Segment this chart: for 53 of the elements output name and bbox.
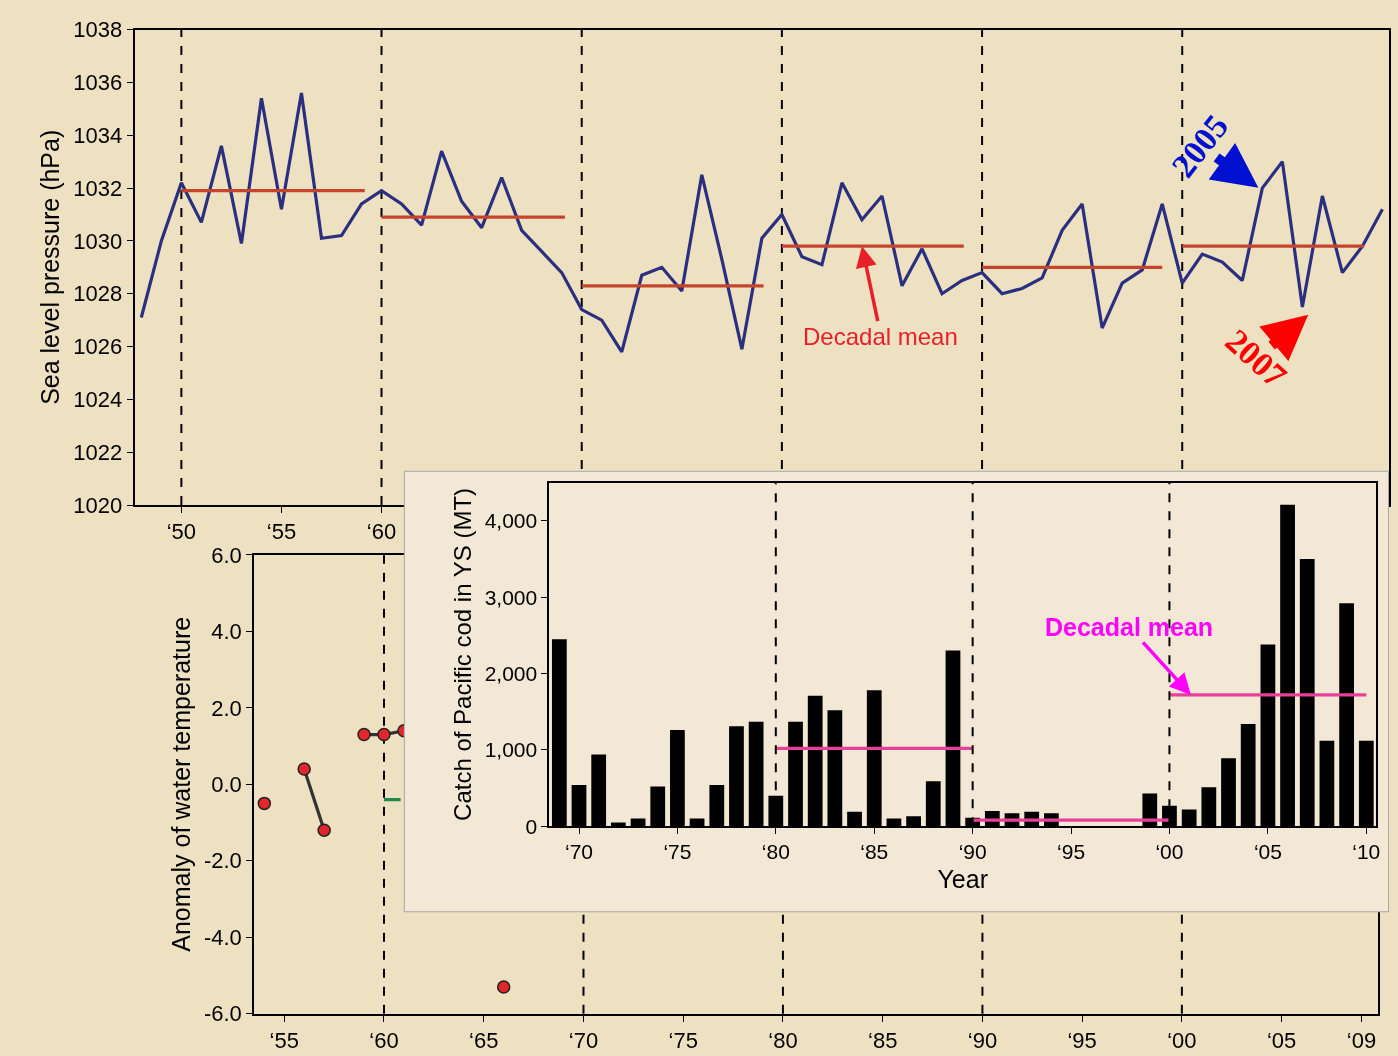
y-tick-label: 4.0 bbox=[211, 619, 242, 645]
x-tick-label: ‘70 bbox=[568, 1028, 599, 1054]
y-tick-label: 1032 bbox=[73, 175, 123, 201]
y-tick-label: 2,000 bbox=[484, 661, 538, 685]
y-tick-label: 1034 bbox=[73, 122, 123, 148]
y-axis-title: Catch of Pacific cod in YS (MT) bbox=[449, 487, 477, 821]
y-axis-title: Sea level pressure (hPa) bbox=[36, 129, 65, 405]
y-tick-label: 4,000 bbox=[484, 509, 538, 533]
x-tick-label: ‘90 bbox=[958, 840, 987, 864]
x-tick-label: ‘55 bbox=[266, 519, 297, 545]
y-tick-label: 2.0 bbox=[211, 695, 242, 721]
x-tick-label: ‘55 bbox=[269, 1028, 299, 1054]
x-tick-label: ‘05 bbox=[1253, 840, 1282, 864]
y-axis-title: Anomaly of water temperature bbox=[167, 616, 196, 952]
y-tick-label: 1026 bbox=[73, 334, 123, 360]
x-tick-label: ‘65 bbox=[469, 1028, 499, 1054]
x-axis-title: Year bbox=[937, 864, 988, 893]
y-tick-label: 1036 bbox=[73, 70, 123, 96]
y-tick-label: 1020 bbox=[73, 492, 123, 518]
y-tick-label: 1030 bbox=[73, 228, 123, 254]
x-tick-label: ‘00 bbox=[1155, 840, 1184, 864]
y-tick-label: 1024 bbox=[73, 387, 123, 413]
x-tick-label: ‘80 bbox=[761, 840, 790, 864]
x-tick-label: ‘60 bbox=[366, 519, 397, 545]
y-tick-label: 6.0 bbox=[211, 542, 242, 568]
y-tick-label: 1038 bbox=[73, 17, 123, 43]
y-tick-label: 1022 bbox=[73, 439, 123, 465]
x-tick-label: ‘00 bbox=[1167, 1028, 1197, 1054]
x-tick-label: ‘09 bbox=[1346, 1028, 1377, 1054]
x-tick-label: ‘70 bbox=[564, 840, 594, 864]
x-tick-label: ‘75 bbox=[668, 1028, 698, 1054]
y-tick-label: 1,000 bbox=[484, 738, 538, 762]
y-tick-label: 1028 bbox=[73, 281, 123, 307]
x-tick-label: ‘95 bbox=[1067, 1028, 1097, 1054]
x-tick-label: ‘95 bbox=[1057, 840, 1086, 864]
x-tick-label: ‘85 bbox=[868, 1028, 898, 1054]
y-tick-label: 0 bbox=[525, 814, 538, 838]
x-tick-label: ‘60 bbox=[369, 1028, 399, 1054]
x-tick-label: ‘75 bbox=[663, 840, 692, 864]
y-tick-label: -4.0 bbox=[203, 924, 242, 950]
annotation: Decadal mean bbox=[803, 323, 958, 350]
y-tick-label: -6.0 bbox=[203, 1001, 242, 1027]
y-tick-label: 0.0 bbox=[211, 771, 242, 797]
x-tick-label: ‘90 bbox=[967, 1028, 998, 1054]
x-tick-label: ‘85 bbox=[860, 840, 889, 864]
annotation: Decadal mean bbox=[1045, 613, 1214, 641]
y-tick-label: -2.0 bbox=[203, 848, 242, 874]
x-tick-label: ‘80 bbox=[768, 1028, 798, 1054]
x-tick-label: ‘50 bbox=[166, 519, 197, 545]
x-tick-label: ‘05 bbox=[1266, 1028, 1297, 1054]
annotation: 2007 bbox=[1218, 321, 1294, 395]
y-tick-label: 3,000 bbox=[484, 585, 538, 609]
x-tick-label: ‘10 bbox=[1352, 840, 1381, 864]
